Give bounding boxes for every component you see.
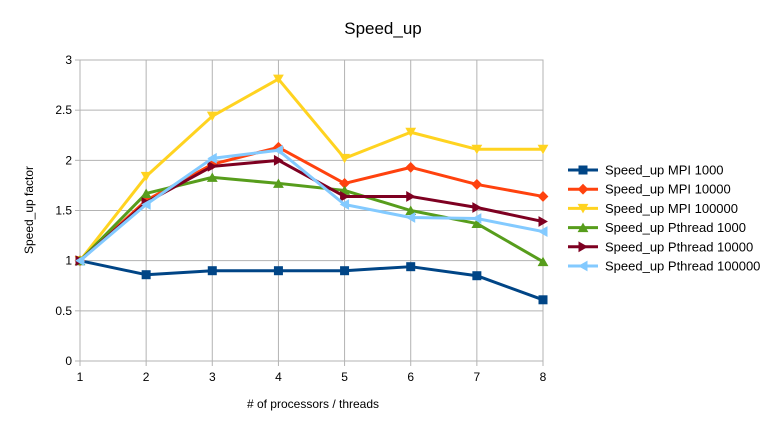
data-point: [339, 178, 350, 189]
y-axis-title: Speed_up factor: [22, 166, 36, 254]
legend-entry: Speed_up MPI 100000: [568, 201, 738, 216]
data-point: [207, 160, 218, 172]
data-point: [340, 191, 350, 202]
data-point: [538, 226, 548, 237]
data-point: [471, 218, 483, 229]
x-tick-label: 1: [77, 370, 84, 384]
legend-swatch-marker: [578, 241, 588, 253]
plot-area-border: [79, 59, 544, 362]
legend-entry: Speed_up Pthread 10000: [568, 239, 753, 254]
legend-swatch-marker: [577, 183, 589, 195]
legend-entry: Speed_up Pthread 1000: [568, 220, 746, 235]
x-tick-label: 4: [275, 370, 282, 384]
legend-label: Speed_up MPI 1000: [605, 163, 724, 178]
x-tick-labels: 1 2 3 4 5 6 7 8: [77, 370, 547, 384]
data-point: [471, 179, 483, 190]
legend-swatch-marker: [577, 222, 589, 233]
legend-label: Speed_up Pthread 100000: [605, 259, 760, 274]
data-point: [75, 255, 85, 267]
data-point: [537, 144, 549, 155]
data-point: [471, 144, 483, 155]
legend-entry: Speed_up MPI 1000: [568, 163, 724, 178]
y-tick-label: 1: [65, 254, 72, 268]
series-line: [79, 259, 544, 302]
data-point: [273, 154, 284, 166]
series-6: [75, 144, 548, 267]
y-tick-labels: 0 0.5 1 1.5 2 2.5 3: [55, 53, 72, 368]
x-tick-label: 3: [209, 370, 216, 384]
data-point: [340, 266, 350, 276]
data-point: [538, 295, 548, 305]
legend-swatch-marker: [577, 203, 589, 214]
y-tick-label: 2: [65, 153, 72, 167]
series-line: [78, 145, 544, 262]
data-point: [273, 74, 284, 85]
x-tick-label: 8: [540, 370, 547, 384]
chart-title: Speed_up: [344, 19, 422, 38]
x-tick-label: 7: [474, 370, 481, 384]
data-point: [339, 153, 350, 164]
legend-swatch-marker: [578, 165, 588, 175]
legend-label: Speed_up Pthread 1000: [605, 220, 746, 235]
data-point: [405, 127, 417, 138]
data-point: [406, 191, 416, 202]
legend-entry: Speed_up MPI 10000: [568, 182, 731, 197]
legend-swatch-marker: [578, 260, 588, 272]
data-point: [405, 161, 417, 173]
legend-label: Speed_up Pthread 10000: [605, 239, 753, 254]
data-point: [537, 256, 549, 267]
series-line: [79, 148, 544, 262]
data-point: [206, 111, 218, 122]
data-point: [273, 144, 283, 156]
legend-label: Speed_up MPI 100000: [605, 201, 738, 216]
y-tick-label: 1.5: [55, 204, 72, 218]
series-layer: [74, 74, 549, 305]
x-tick-label: 2: [143, 370, 150, 384]
series-line: [78, 175, 544, 263]
data-point: [273, 178, 284, 188]
data-point: [471, 213, 482, 224]
series-3: [74, 74, 549, 266]
series-line: [78, 77, 543, 262]
data-point: [405, 205, 417, 215]
x-tick-label: 5: [341, 370, 348, 384]
data-point: [273, 266, 283, 276]
legend-label: Speed_up MPI 10000: [605, 182, 731, 197]
legend: Speed_up MPI 1000 Speed_up MPI 10000 Speed…: [568, 163, 760, 274]
series-4: [74, 172, 549, 267]
data-point: [207, 152, 217, 164]
x-axis-title: # of processors / threads: [247, 397, 379, 411]
data-point: [405, 212, 416, 223]
data-point: [472, 271, 482, 281]
y-tick-label: 2.5: [55, 103, 72, 117]
legend-entry: Speed_up Pthread 100000: [568, 259, 760, 274]
data-point: [472, 202, 482, 213]
data-point: [140, 188, 152, 198]
data-point: [538, 216, 548, 227]
y-tick-label: 0: [65, 354, 72, 368]
x-tick-label: 6: [407, 370, 414, 384]
data-point: [406, 262, 416, 272]
data-point: [140, 171, 152, 182]
data-point: [339, 199, 350, 210]
y-tick-label: 0.5: [55, 304, 72, 318]
data-point: [537, 191, 549, 202]
data-point: [141, 270, 151, 280]
axes: [75, 59, 544, 366]
y-tick-label: 3: [65, 53, 72, 67]
data-point: [206, 172, 218, 182]
data-point: [141, 199, 151, 210]
data-point: [207, 266, 217, 276]
